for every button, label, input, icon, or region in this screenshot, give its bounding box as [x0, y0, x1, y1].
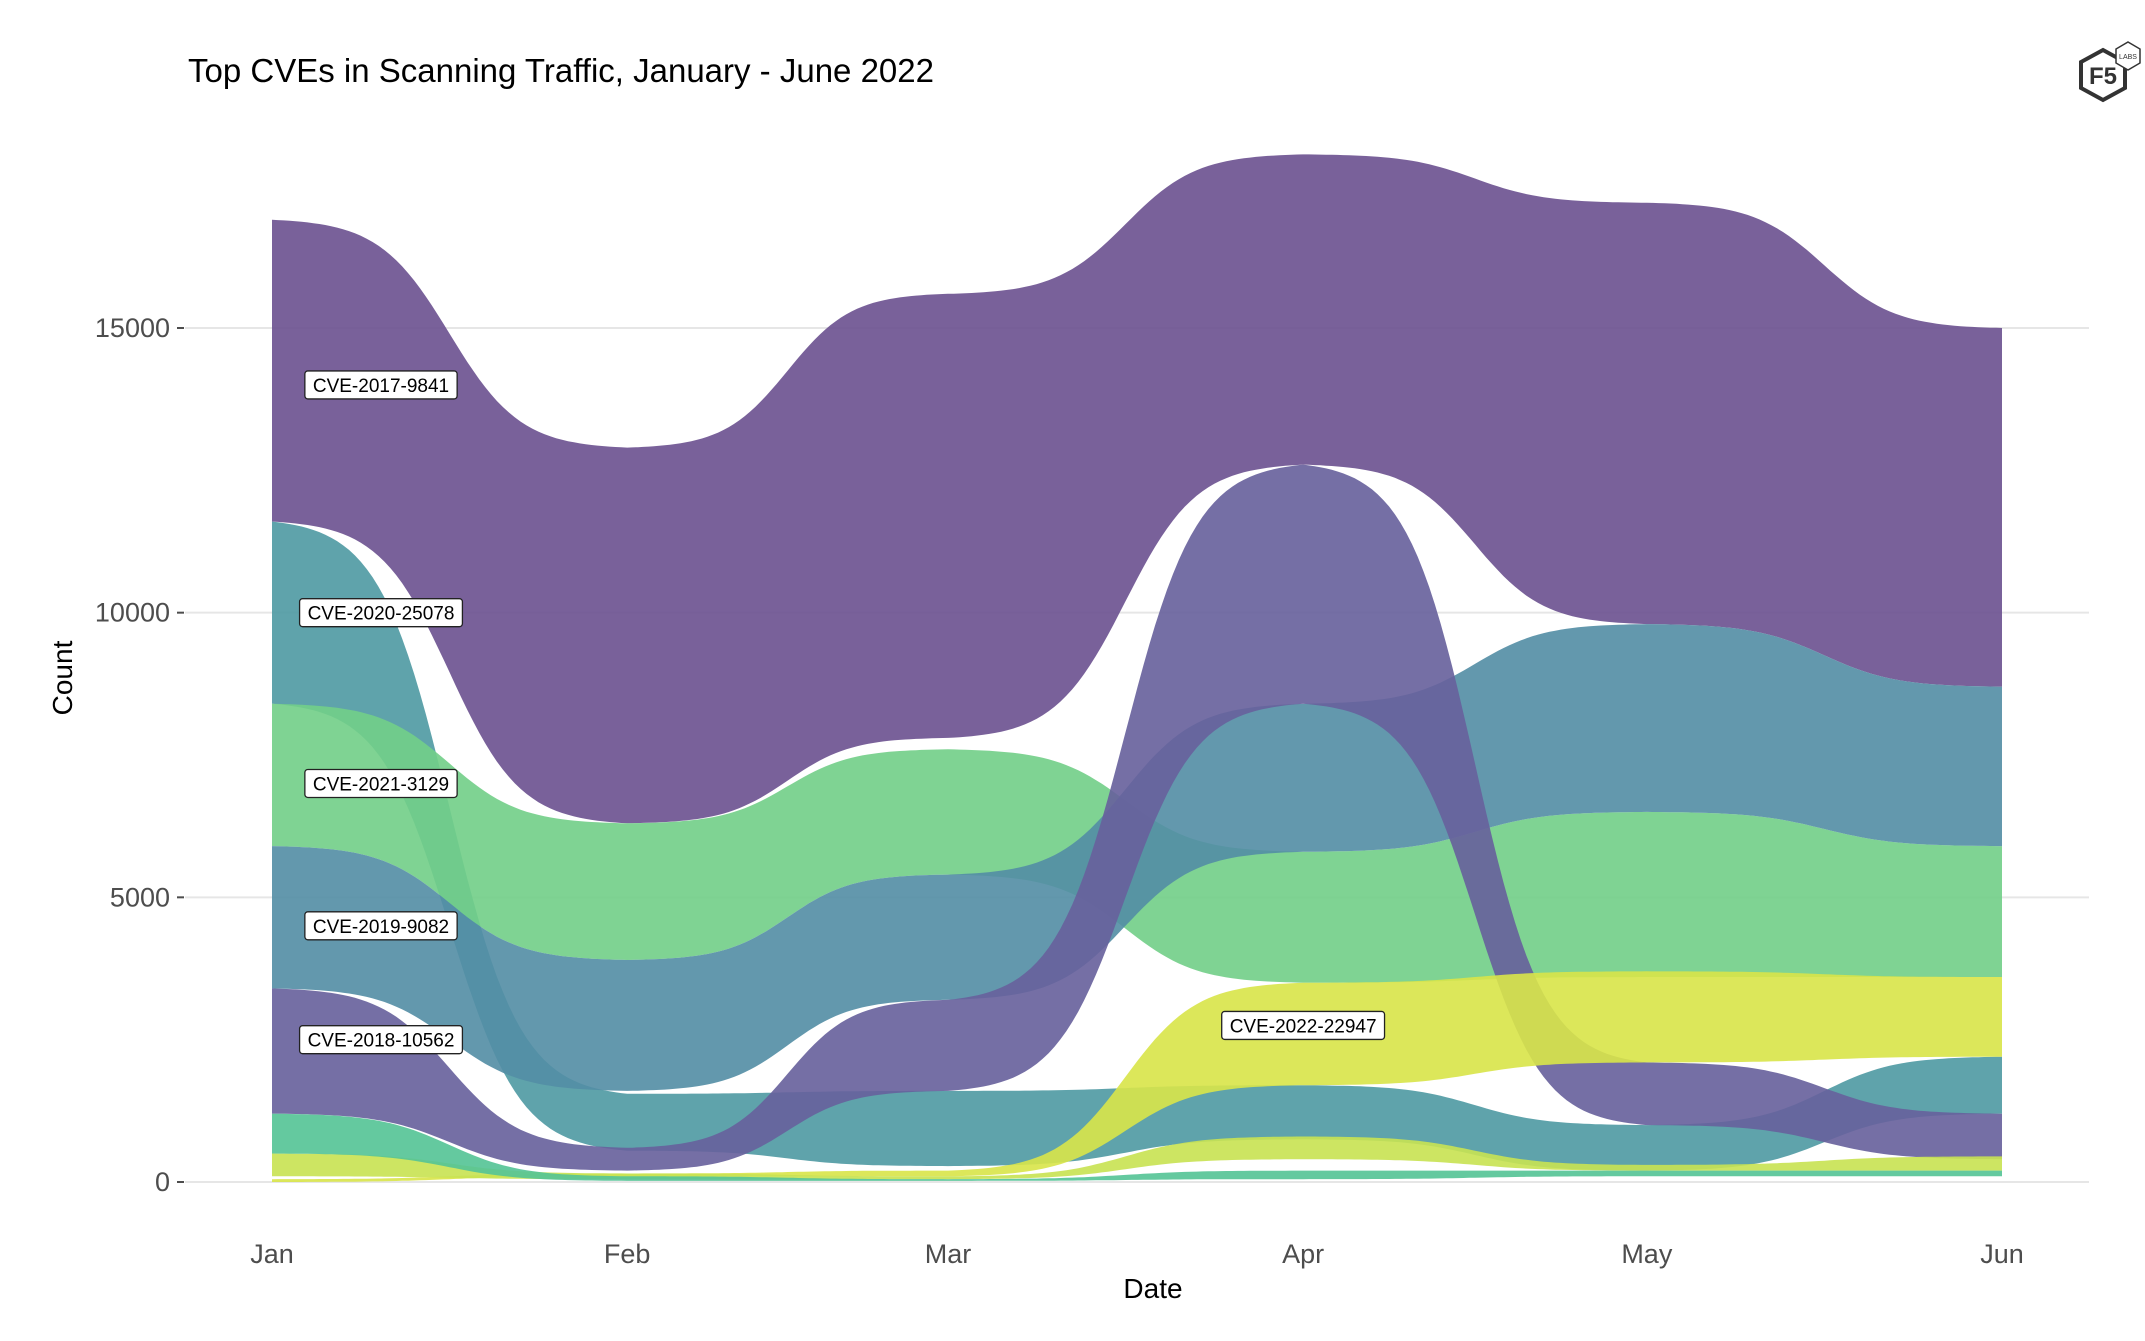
x-tick-label: Mar [925, 1239, 972, 1269]
series-label-cve-2019-9082: CVE-2019-9082 [304, 911, 458, 941]
y-tick-label: 5000 [110, 882, 170, 912]
y-axis: 0 5000 10000 15000 [95, 313, 184, 1197]
logo-subtext: LABS [2119, 54, 2137, 61]
x-axis-title: Date [1123, 1273, 1182, 1304]
x-tick-label: May [1621, 1239, 1673, 1269]
series-label-box [304, 768, 458, 799]
series-label-text: CVE-2017-9841 [313, 376, 449, 397]
x-tick-label: Jan [250, 1239, 294, 1269]
x-tick-label: Feb [604, 1239, 651, 1269]
x-tick-label: Apr [1282, 1239, 1324, 1269]
logo-text: F5 [2089, 63, 2117, 90]
series-label-cve-2018-10562: CVE-2018-10562 [298, 1025, 464, 1055]
y-tick-label: 0 [155, 1167, 170, 1197]
series-label-text: CVE-2021-3129 [313, 774, 449, 795]
series-bands [272, 154, 2002, 1182]
series-label-box [1221, 1010, 1386, 1041]
series-label-box [304, 370, 458, 400]
f5-labs-logo: F5 LABS [2079, 41, 2141, 103]
series-labels: CVE-2017-9841 CVE-2020-25078 CVE-2021-3129… [298, 370, 1386, 1055]
series-label-text: CVE-2018-10562 [308, 1031, 455, 1052]
x-tick-label: Jun [1980, 1239, 2024, 1269]
y-tick-label: 15000 [95, 313, 170, 343]
y-axis-title: Count [47, 640, 78, 715]
y-tick-label: 10000 [95, 598, 170, 628]
series-label-cve-2021-3129: CVE-2021-3129 [304, 768, 458, 799]
series-label-text: CVE-2022-22947 [1230, 1016, 1377, 1037]
series-band-cve-2018-10562 [272, 464, 2002, 1171]
series-label-cve-2020-25078: CVE-2020-25078 [298, 598, 464, 628]
series-band-other-lime [272, 1136, 2002, 1180]
x-axis: Jan Feb Mar Apr May Jun [250, 1239, 2024, 1269]
series-label-box [298, 1025, 464, 1055]
chart-title: Top CVEs in Scanning Traffic, January - … [188, 52, 934, 89]
series-label-text: CVE-2020-25078 [308, 604, 455, 625]
series-label-box [298, 598, 464, 628]
series-band-other-teal-green [272, 1113, 2002, 1181]
logo-small-hexagon-icon [2115, 41, 2141, 71]
series-band-cve-2017-9841 [272, 154, 2002, 824]
series-label-cve-2022-22947: CVE-2022-22947 [1221, 1010, 1386, 1041]
series-label-cve-2017-9841: CVE-2017-9841 [304, 370, 458, 400]
series-label-text: CVE-2019-9082 [313, 917, 449, 938]
series-label-box [304, 911, 458, 941]
series-band-cve-2022-22947 [272, 971, 2002, 1182]
